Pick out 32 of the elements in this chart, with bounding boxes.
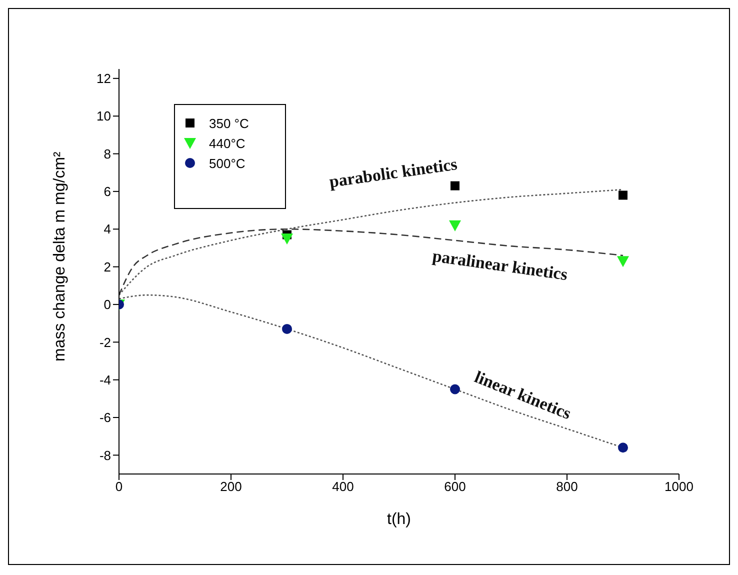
- y-tick-label: 8: [104, 146, 111, 162]
- x-tick-label: 600: [444, 479, 466, 494]
- x-tick-label: 0: [115, 479, 123, 494]
- x-tick-label: 400: [332, 479, 354, 494]
- y-tick-label: 10: [96, 108, 111, 124]
- point: [282, 324, 292, 334]
- point: [450, 384, 460, 394]
- legend-label: 350 °C: [209, 116, 249, 130]
- y-tick-label: -4: [99, 372, 111, 388]
- x-axis-title: t(h): [387, 511, 411, 528]
- y-tick-label: 6: [104, 184, 111, 200]
- legend-label: 500°C: [209, 156, 246, 170]
- legend-label: 440°C: [209, 136, 246, 150]
- y-tick-label: -2: [99, 334, 111, 350]
- y-tick-label: 0: [104, 297, 111, 312]
- point: [281, 234, 293, 245]
- y-tick-label: -8: [99, 448, 111, 463]
- point: [449, 220, 461, 232]
- annotation: parabolic kinetics: [328, 154, 459, 192]
- y-axis-title: mass change delta m mg/cm²: [52, 150, 69, 362]
- point: [618, 190, 628, 200]
- point: [450, 181, 460, 190]
- y-tick-label: -6: [99, 410, 111, 426]
- point: [617, 256, 629, 268]
- x-tick-label: 1000: [664, 479, 694, 494]
- annotation: paralinear kinetics: [431, 246, 570, 284]
- y-tick-label: 2: [104, 259, 111, 274]
- y-tick-label: 12: [96, 71, 111, 86]
- point: [618, 442, 628, 453]
- y-tick-label: 4: [104, 222, 111, 237]
- x-tick-label: 200: [220, 479, 242, 494]
- x-tick-label: 800: [556, 479, 578, 494]
